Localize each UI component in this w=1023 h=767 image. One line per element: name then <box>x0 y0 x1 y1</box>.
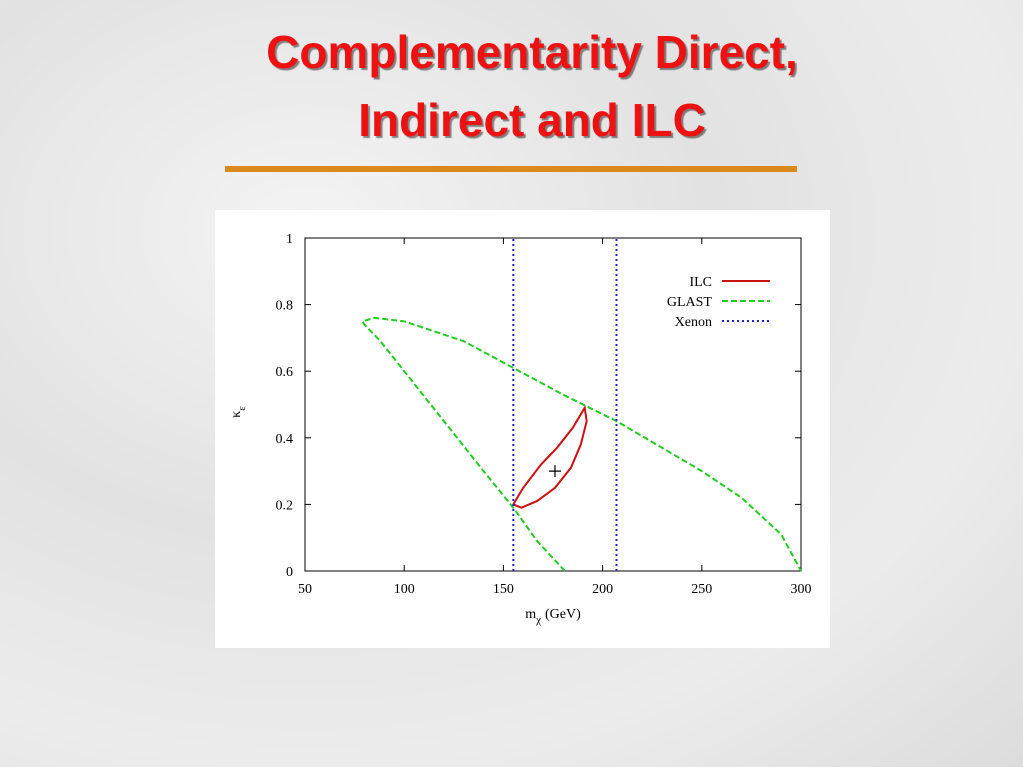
x-tick-label: 150 <box>493 582 514 597</box>
x-tick-label: 100 <box>394 582 415 597</box>
x-tick-label: 250 <box>691 582 712 597</box>
x-tick-label: 50 <box>298 582 312 597</box>
chart-panel <box>215 210 830 648</box>
x-label-unit: (GeV) <box>545 607 581 622</box>
x-label-main: m <box>525 607 536 622</box>
x-label-sub: χ <box>535 614 541 626</box>
y-tick-label: 0.8 <box>276 299 294 314</box>
title-line: Indirect and ILC <box>358 94 706 146</box>
legend-label: GLAST <box>667 295 713 310</box>
x-axis-label: mχ (GeV) <box>525 607 581 626</box>
plot-frame <box>304 237 802 572</box>
y-tick-label: 0 <box>286 565 293 580</box>
legend-label: ILC <box>689 275 712 290</box>
y-tick-label: 0.2 <box>276 498 294 513</box>
y-label-sub: ε <box>236 406 248 411</box>
title-rule <box>225 166 797 172</box>
y-tick-label: 1 <box>286 232 293 247</box>
contour <box>512 404 588 509</box>
title-line: Complementarity Direct, <box>266 26 798 78</box>
y-tick-label: 0.6 <box>276 365 294 380</box>
best-fit-marker <box>548 465 561 478</box>
y-label-main: κ <box>229 411 244 418</box>
y-tick-label: 0.4 <box>276 432 294 447</box>
legend-label: Xenon <box>675 315 712 330</box>
y-axis-label: κε <box>229 406 248 418</box>
contour <box>360 316 802 572</box>
x-tick-label: 300 <box>791 582 812 597</box>
x-tick-label: 200 <box>592 582 613 597</box>
